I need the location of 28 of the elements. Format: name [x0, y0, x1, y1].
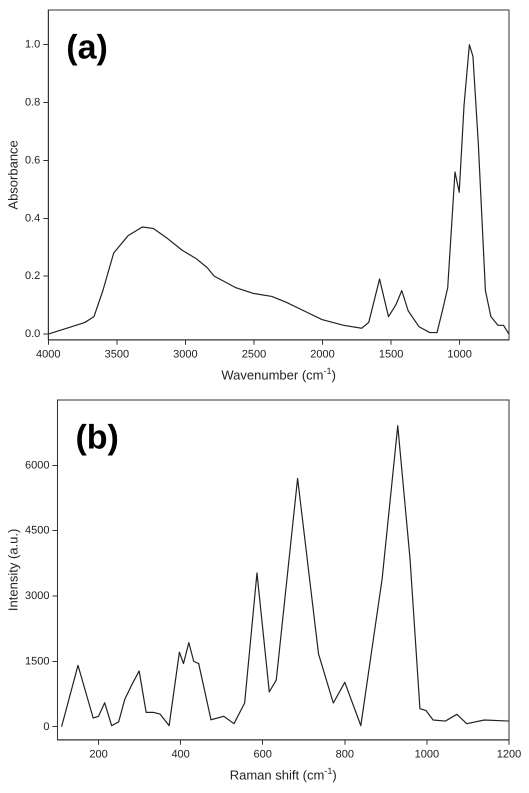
x-tick-label: 2500: [242, 348, 266, 360]
x-tick-label: 600: [254, 748, 272, 760]
x-tick-label: 2000: [310, 348, 335, 360]
y-axis-title: Intensity (a.u.): [6, 528, 21, 612]
annotation: (a): [66, 28, 108, 66]
y-tick-label: 1.0: [24, 38, 40, 51]
x-tick-label: 3000: [173, 348, 198, 360]
y-tick-label: 6000: [24, 459, 50, 472]
y-tick-label: 0.4: [24, 212, 40, 224]
x-tick-label: 1000: [414, 748, 440, 760]
annotation: (b): [75, 418, 119, 456]
y-tick-label: 0: [43, 720, 50, 733]
y-tick-label: 0.6: [24, 154, 40, 166]
x-tick-label: 1500: [378, 348, 404, 360]
y-tick-label: 0.0: [24, 328, 40, 340]
y-tick-label: 4500: [24, 524, 50, 537]
x-tick-label: 1200: [496, 748, 522, 760]
y-axis-title: Absorbance: [6, 140, 21, 210]
y-tick-label: 1500: [24, 655, 50, 668]
x-tick-label: 400: [171, 748, 190, 760]
x-tick-label: 4000: [36, 348, 61, 360]
y-tick-label: 3000: [24, 590, 50, 602]
y-tick-label: 0.8: [24, 96, 40, 109]
x-tick-label: 1000: [447, 348, 472, 360]
y-tick-label: 0.2: [24, 270, 40, 282]
x-tick-label: 800: [336, 748, 354, 760]
x-tick-label: 3500: [104, 348, 130, 360]
x-tick-label: 200: [89, 748, 108, 760]
